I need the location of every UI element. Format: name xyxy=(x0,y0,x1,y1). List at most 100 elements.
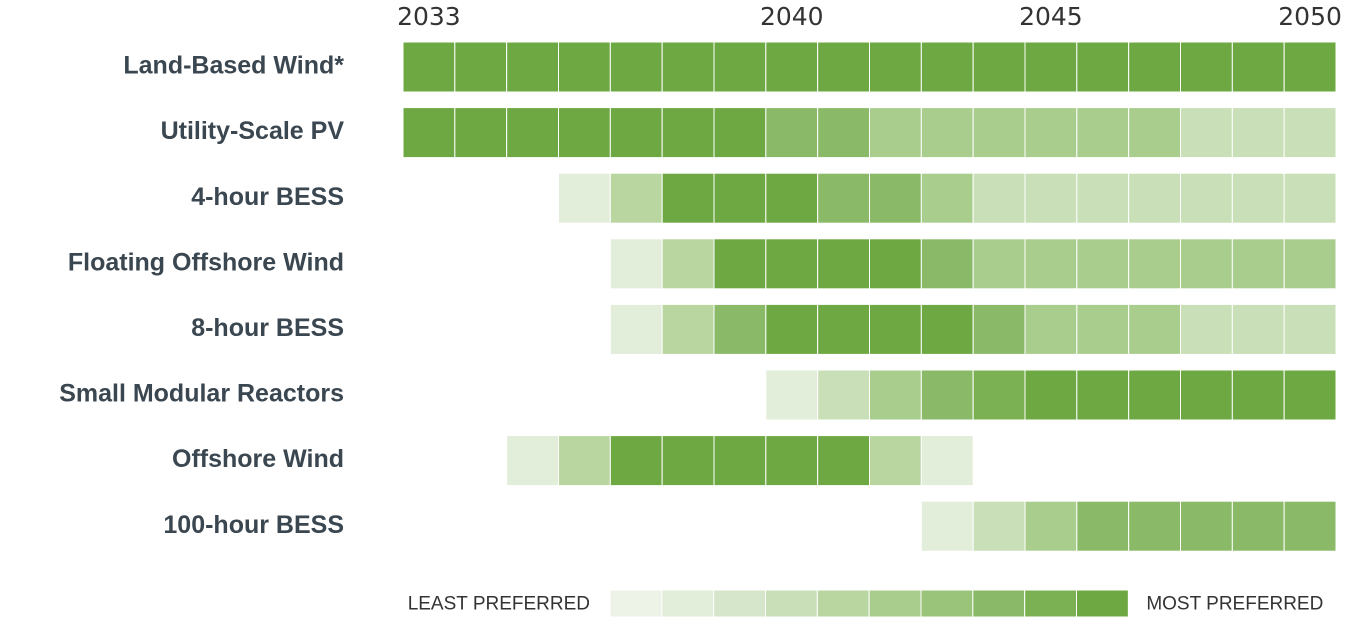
cell xyxy=(972,107,1026,159)
cell xyxy=(1180,41,1233,93)
cell xyxy=(817,172,871,224)
cell xyxy=(1283,303,1337,355)
legend-swatch xyxy=(1076,589,1129,617)
row-label: 100-hour BESS xyxy=(163,511,344,539)
cell xyxy=(1231,107,1285,159)
row-label: Offshore Wind xyxy=(172,445,344,473)
cell xyxy=(920,41,974,93)
cell xyxy=(713,41,767,93)
row-label: Small Modular Reactors xyxy=(59,380,344,408)
cell xyxy=(1180,303,1233,355)
cell xyxy=(920,172,974,224)
row-label: Land-Based Wind* xyxy=(123,52,344,80)
cell xyxy=(1283,107,1337,159)
cell xyxy=(869,107,922,159)
cell xyxy=(1076,172,1130,224)
cell xyxy=(920,369,974,421)
cell xyxy=(817,435,871,487)
legend-swatch xyxy=(1024,589,1077,617)
cell xyxy=(713,238,767,290)
legend-swatch xyxy=(972,589,1026,617)
legend-swatch xyxy=(609,589,663,617)
cell xyxy=(713,107,767,159)
cell xyxy=(1231,369,1285,421)
cell xyxy=(869,369,922,421)
cell xyxy=(558,107,611,159)
cell xyxy=(661,41,715,93)
cell xyxy=(661,303,715,355)
cell xyxy=(661,107,715,159)
row-label: 4-hour BESS xyxy=(191,183,344,211)
cell xyxy=(869,172,922,224)
cell xyxy=(1024,303,1078,355)
cell xyxy=(1128,41,1181,93)
cell xyxy=(972,172,1026,224)
cell xyxy=(506,107,559,159)
cell xyxy=(1128,369,1181,421)
cell xyxy=(661,238,715,290)
legend-high-label: MOST PREFERRED xyxy=(1146,594,1323,615)
cell xyxy=(869,41,922,93)
cell xyxy=(1180,172,1233,224)
cell xyxy=(558,172,611,224)
cell xyxy=(506,41,559,93)
cell xyxy=(506,435,559,487)
cell xyxy=(765,172,819,224)
cell xyxy=(1283,172,1337,224)
cell xyxy=(817,238,871,290)
cell xyxy=(1231,303,1285,355)
legend-swatch xyxy=(816,589,870,617)
cell xyxy=(1024,41,1078,93)
cell xyxy=(1024,238,1078,290)
cell xyxy=(609,172,663,224)
cell xyxy=(765,41,819,93)
legend-swatch xyxy=(713,589,767,617)
cell xyxy=(972,238,1026,290)
cell xyxy=(1076,41,1130,93)
row-label: Utility-Scale PV xyxy=(161,117,345,145)
legend-swatch xyxy=(868,589,922,617)
cell xyxy=(1128,172,1181,224)
cell xyxy=(1128,107,1181,159)
cell xyxy=(972,303,1026,355)
cell xyxy=(869,435,922,487)
cell xyxy=(713,435,767,487)
cell xyxy=(920,303,974,355)
cell xyxy=(609,238,663,290)
cell xyxy=(1180,369,1233,421)
cell xyxy=(1180,238,1233,290)
cell xyxy=(1076,107,1130,159)
cell xyxy=(1128,500,1181,552)
cell xyxy=(1076,303,1130,355)
cell xyxy=(1283,41,1337,93)
cell xyxy=(765,369,819,421)
cell xyxy=(713,172,767,224)
legend-swatch xyxy=(661,589,715,617)
cell xyxy=(1283,500,1337,552)
cell xyxy=(1283,369,1337,421)
cell xyxy=(1128,303,1181,355)
cell xyxy=(1283,238,1337,290)
cell xyxy=(972,41,1026,93)
row-label: 8-hour BESS xyxy=(191,314,344,342)
legend-swatch xyxy=(765,589,818,617)
year-label: 2040 xyxy=(760,2,824,31)
cell xyxy=(713,303,767,355)
cell xyxy=(609,435,663,487)
cell xyxy=(869,303,922,355)
cell xyxy=(609,41,663,93)
cell xyxy=(765,238,819,290)
year-label: 2045 xyxy=(1019,2,1083,31)
cell xyxy=(1024,172,1078,224)
cell xyxy=(920,238,974,290)
legend-swatch xyxy=(920,589,974,617)
cell xyxy=(765,107,819,159)
cell xyxy=(609,107,663,159)
cell xyxy=(1076,500,1130,552)
cell xyxy=(765,303,819,355)
cell xyxy=(920,107,974,159)
cell xyxy=(1180,500,1233,552)
cell xyxy=(609,303,663,355)
cell xyxy=(558,435,611,487)
